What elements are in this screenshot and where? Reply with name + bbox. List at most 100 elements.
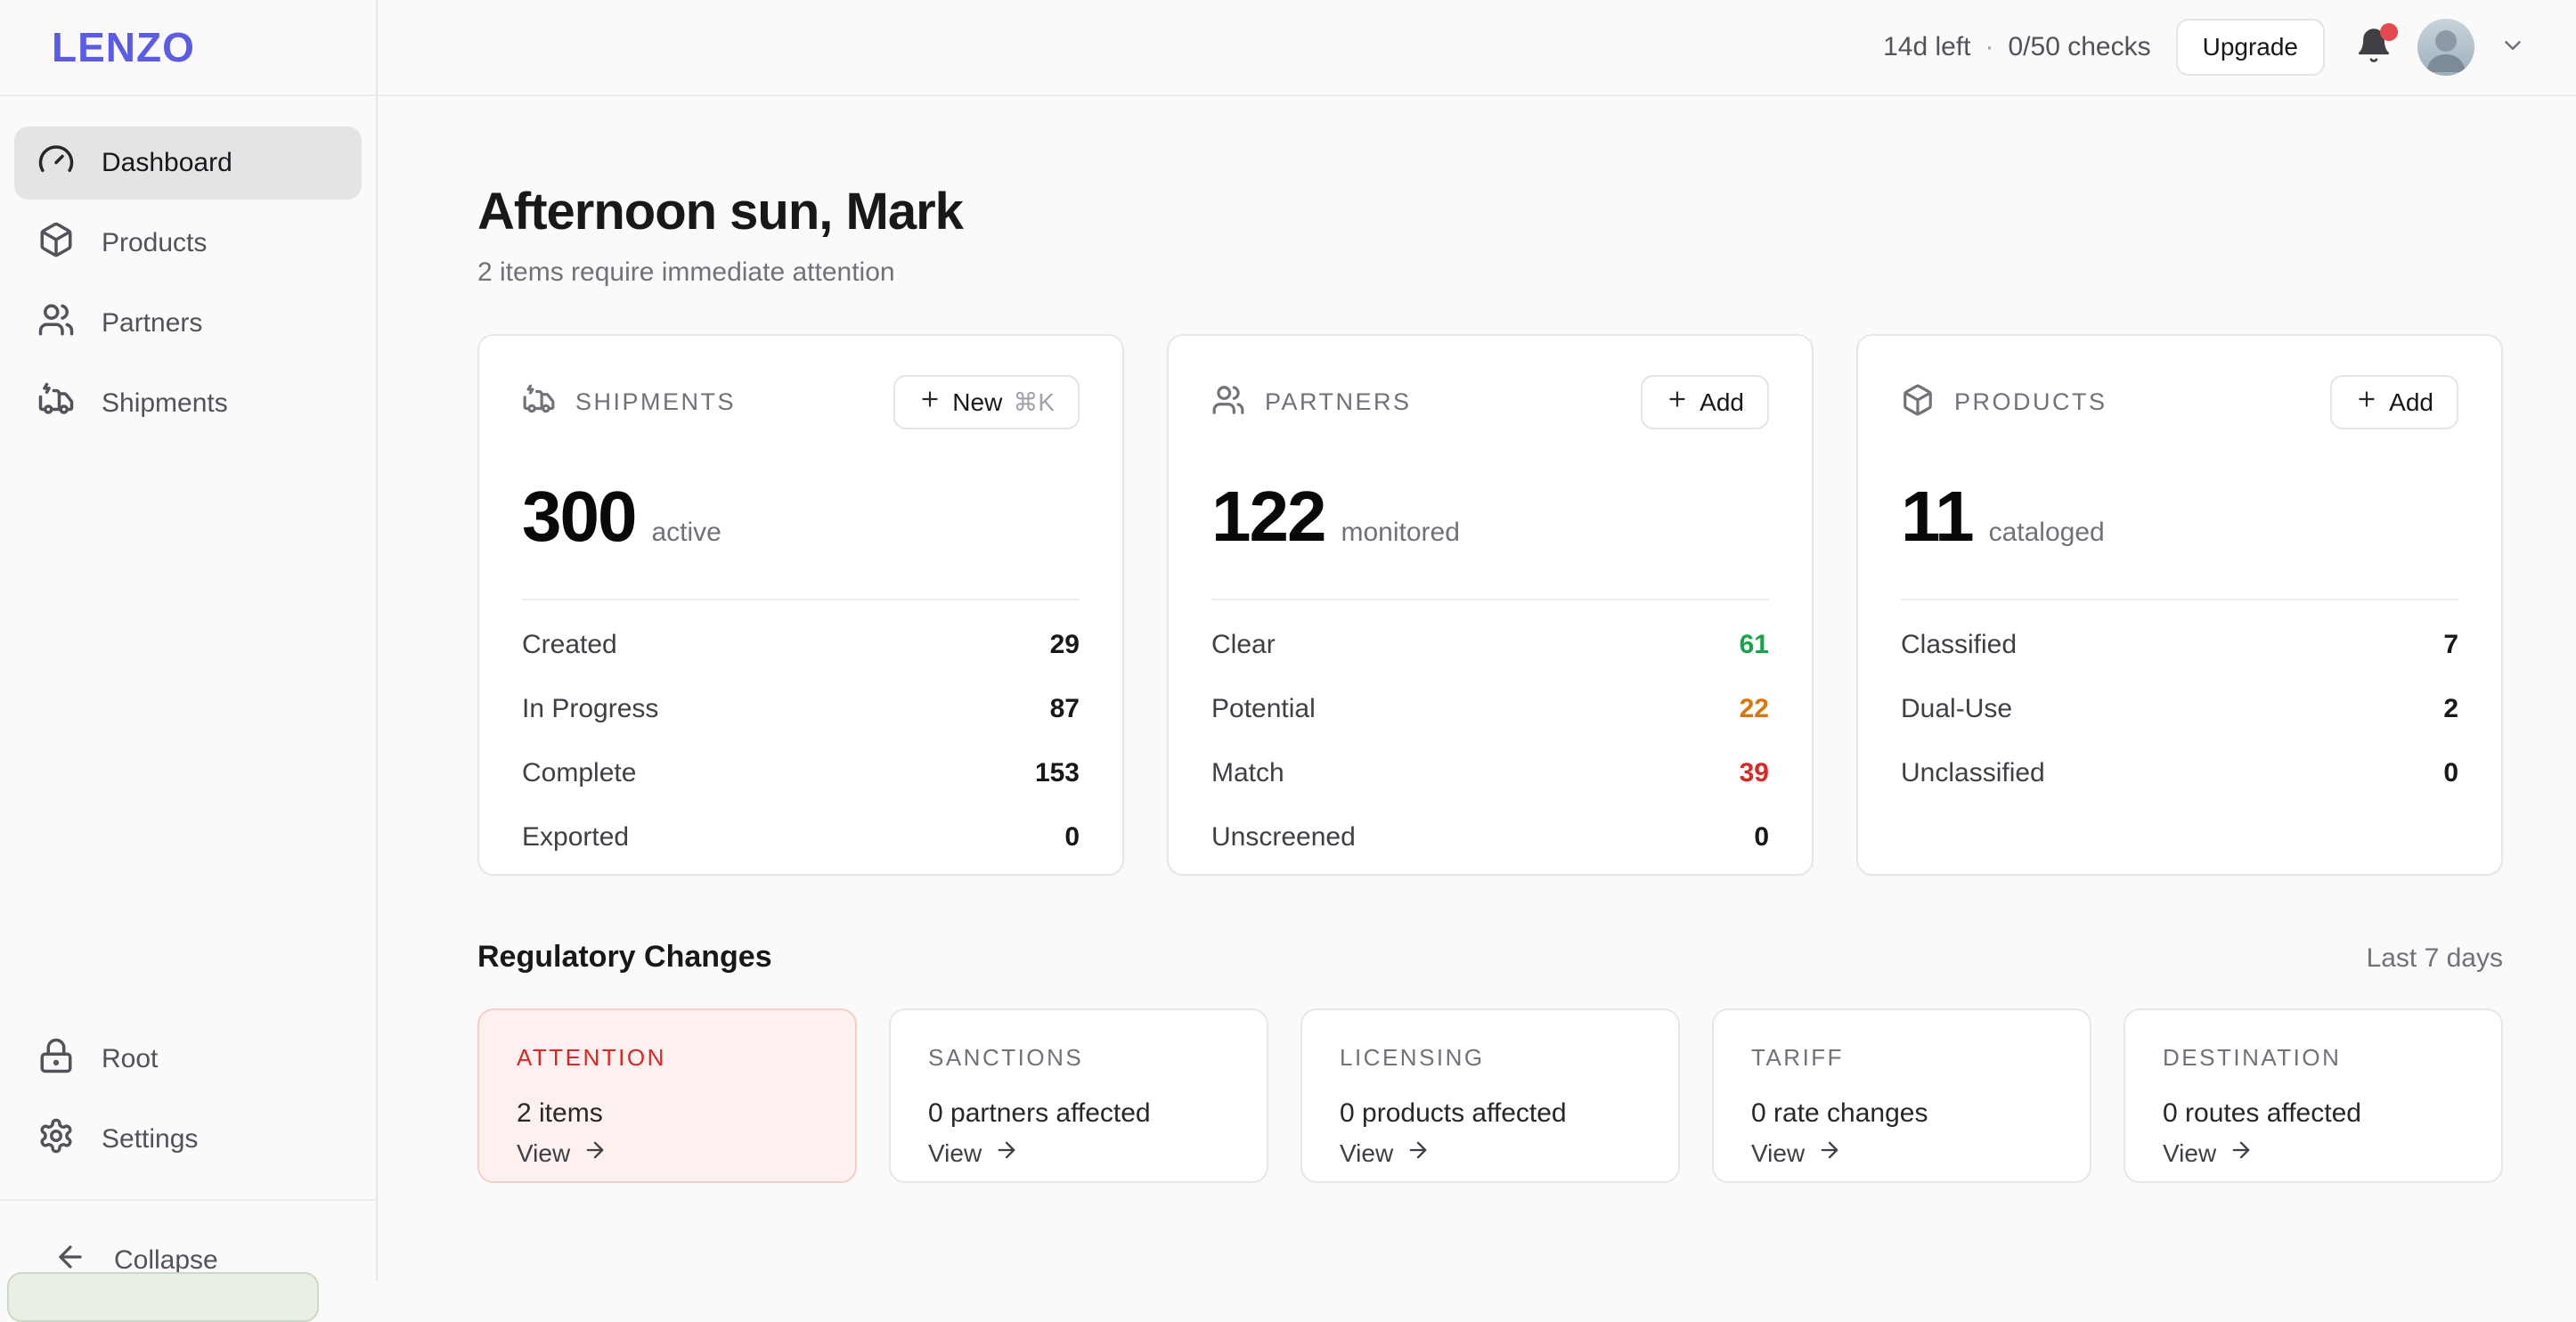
metric-unit: monitored [1341, 518, 1460, 547]
stat-label: Clear [1211, 630, 1276, 659]
user-menu-button[interactable] [2499, 32, 2526, 63]
metric-unit: active [651, 518, 721, 547]
regulatory-card-label: LICENSING [1340, 1044, 1485, 1071]
products-card: PRODUCTS Add 11 cataloged [1856, 334, 2503, 876]
regulatory-card-licensing[interactable]: LICENSING 0 products affected View [1300, 1008, 1680, 1183]
bell-icon [2355, 28, 2393, 68]
regulatory-card-sanctions[interactable]: SANCTIONS 0 partners affected View [889, 1008, 1268, 1183]
sidebar-item-dashboard[interactable]: Dashboard [14, 126, 362, 200]
view-link-label: View [1340, 1138, 1394, 1167]
sidebar-item-settings[interactable]: Settings [14, 1103, 362, 1176]
stat-value: 2 [2443, 694, 2458, 723]
stat-label: Exported [522, 822, 630, 852]
arrow-right-icon [1406, 1138, 1431, 1169]
sidebar-item-label: Settings [102, 1124, 199, 1154]
stat-value: 22 [1739, 694, 1769, 723]
topbar: 14d left · 0/50 checks Upgrade [378, 0, 2576, 96]
stat-row: Clear 61 [1211, 613, 1769, 677]
stat-row: Exported 0 [522, 805, 1080, 869]
stat-label: Dual-Use [1901, 694, 2013, 723]
regulatory-card-label: TARIFF [1751, 1044, 1845, 1071]
regulatory-title: Regulatory Changes [477, 940, 772, 974]
sidebar-item-label: Products [102, 228, 208, 257]
sidebar-spacer [0, 447, 376, 1023]
view-link-label: View [517, 1138, 571, 1167]
metric-value: 122 [1211, 477, 1326, 556]
stat-label: Created [522, 630, 617, 659]
stat-row: Classified 7 [1901, 613, 2458, 677]
metric-unit: cataloged [1988, 518, 2105, 547]
regulatory-card-attention[interactable]: ATTENTION 2 items View [477, 1008, 857, 1183]
view-link[interactable]: View [2163, 1138, 2464, 1169]
dashboard-content: Afternoon sun, Mark 2 items require imme… [378, 96, 2576, 1281]
card-divider [522, 599, 1080, 600]
bottom-left-peek [7, 1272, 319, 1322]
view-link-label: View [928, 1138, 982, 1167]
button-label: Add [2389, 388, 2433, 416]
sidebar-item-root[interactable]: Root [14, 1023, 362, 1096]
sidebar-item-label: Dashboard [102, 148, 232, 177]
checks-usage: 0/50 checks [2008, 32, 2151, 61]
sidebar-item-label: Root [102, 1044, 159, 1073]
card-title: SHIPMENTS [522, 383, 736, 421]
arrow-left-icon [53, 1240, 87, 1281]
collapse-button[interactable]: Collapse [14, 1201, 362, 1281]
card-metric: 122 monitored [1211, 476, 1769, 558]
sidebar-item-label: Shipments [102, 388, 228, 418]
stat-value: 87 [1049, 694, 1080, 723]
stat-row: Unclassified 0 [1901, 741, 2458, 805]
view-link[interactable]: View [1340, 1138, 1641, 1169]
stat-rows: Clear 61 Potential 22 Match 39 Unscree [1211, 613, 1769, 869]
add-partner-button[interactable]: Add [1641, 375, 1769, 429]
regulatory-card-label: DESTINATION [2163, 1044, 2342, 1071]
regulatory-card-destination[interactable]: DESTINATION 0 routes affected View [2124, 1008, 2503, 1183]
metric-value: 300 [522, 477, 637, 556]
stat-row: Complete 153 [522, 741, 1080, 805]
chevron-down-icon [2499, 40, 2526, 62]
upgrade-button[interactable]: Upgrade [2175, 19, 2325, 76]
sidebar-item-shipments[interactable]: Shipments [14, 367, 362, 440]
plan-usage: 14d left · 0/50 checks [1883, 32, 2151, 62]
stat-row: Dual-Use 2 [1901, 677, 2458, 741]
sidebar-item-products[interactable]: Products [14, 207, 362, 280]
metric-value: 11 [1901, 477, 1975, 556]
plus-icon [918, 388, 942, 417]
view-link[interactable]: View [928, 1138, 1229, 1169]
stat-label: Match [1211, 758, 1284, 787]
view-link[interactable]: View [1751, 1138, 2052, 1169]
regulatory-card-tariff[interactable]: TARIFF 0 rate changes View [1712, 1008, 2091, 1183]
collapse-label: Collapse [114, 1245, 218, 1275]
card-header: SHIPMENTS New ⌘K [522, 375, 1080, 429]
stat-row: Created 29 [522, 613, 1080, 677]
users-icon [37, 301, 75, 346]
avatar[interactable] [2417, 19, 2474, 76]
card-title: PRODUCTS [1901, 383, 2107, 421]
plus-icon [2355, 388, 2378, 417]
add-product-button[interactable]: Add [2330, 375, 2458, 429]
card-label: PRODUCTS [1954, 388, 2107, 415]
notifications-button[interactable] [2355, 22, 2398, 69]
stat-label: Unclassified [1901, 758, 2045, 787]
sidebar-item-partners[interactable]: Partners [14, 287, 362, 360]
stat-label: Complete [522, 758, 637, 787]
shipments-card: SHIPMENTS New ⌘K 300 active [477, 334, 1124, 876]
button-label: New [952, 388, 1003, 416]
arrow-right-icon [2229, 1138, 2254, 1169]
card-label: SHIPMENTS [575, 388, 737, 415]
arrow-right-icon [994, 1138, 1019, 1169]
arrow-right-icon [1817, 1138, 1842, 1169]
package-icon [37, 221, 75, 265]
arrow-right-icon [583, 1138, 607, 1169]
stat-value: 0 [2443, 758, 2458, 787]
view-link[interactable]: View [517, 1138, 818, 1169]
new-shipment-button[interactable]: New ⌘K [893, 375, 1080, 429]
stat-value: 0 [1064, 822, 1080, 852]
view-link-label: View [1751, 1138, 1806, 1167]
page-subtitle: 2 items require immediate attention [477, 257, 895, 287]
view-link-label: View [2163, 1138, 2217, 1167]
keyboard-shortcut: ⌘K [1013, 388, 1055, 416]
regulatory-cards-row: ATTENTION 2 items View SANCTIONS 0 partn… [477, 1008, 2503, 1183]
stat-value: 7 [2443, 630, 2458, 659]
stat-label: Classified [1901, 630, 2018, 659]
main-column: 14d left · 0/50 checks Upgrade Afternoon… [378, 0, 2576, 1281]
